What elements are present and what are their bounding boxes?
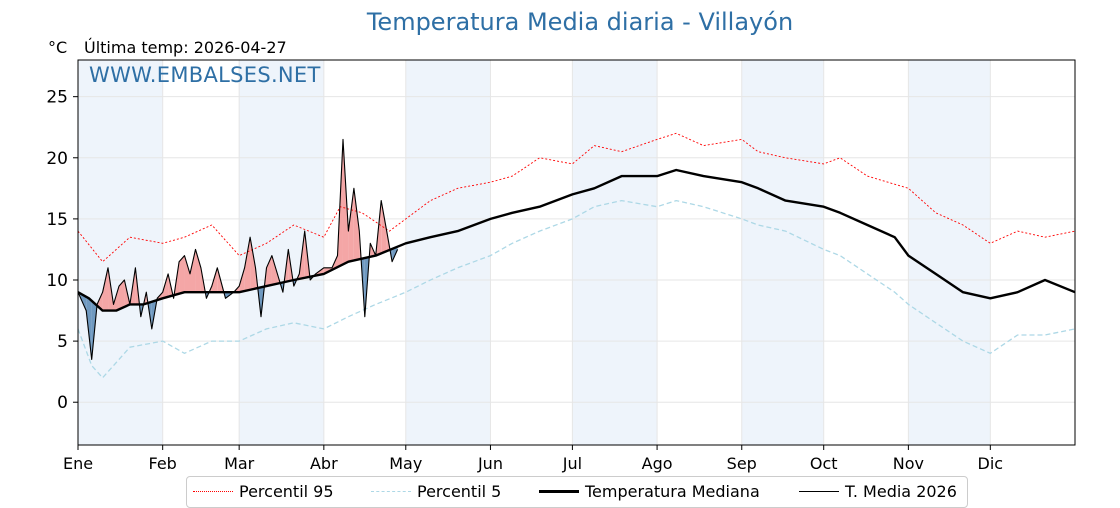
x-tick-label-dic: Dic [978, 454, 1004, 473]
month-band-may [406, 60, 491, 445]
x-tick-label-jul: Jul [562, 454, 582, 473]
x-tick-label-ene: Ene [63, 454, 93, 473]
legend-swatch-current [799, 491, 839, 492]
chart-title: Temperatura Media diaria - Villayón [0, 8, 1120, 36]
y-tick-label-15: 15 [46, 210, 68, 230]
x-tick-label-mar: Mar [224, 454, 255, 473]
last-temp-label: Última temp: [84, 38, 189, 57]
y-tick-label-10: 10 [46, 271, 68, 291]
x-tick-label-sep: Sep [727, 454, 757, 473]
x-tick-label-oct: Oct [810, 454, 838, 473]
y-axis-ticks: 0 5 10 15 20 25 [46, 88, 78, 414]
y-tick-label-5: 5 [57, 332, 68, 352]
y-tick-label-20: 20 [46, 149, 68, 169]
chart-legend: Percentil 95 Percentil 5 Temperatura Med… [186, 476, 968, 508]
x-tick-label-nov: Nov [893, 454, 924, 473]
watermark-text: WWW.EMBALSES.NET [89, 63, 321, 87]
month-bands [78, 60, 990, 445]
month-band-ene [78, 60, 163, 445]
month-band-sep [742, 60, 824, 445]
x-tick-label-jun: Jun [477, 454, 503, 473]
legend-swatch-p5 [371, 491, 411, 492]
deviation-fill-22 [195, 249, 200, 292]
y-tick-label-25: 25 [46, 88, 68, 108]
month-band-nov [908, 60, 990, 445]
last-temp-date: 2026-04-27 [194, 38, 287, 57]
legend-swatch-p95 [193, 491, 233, 492]
y-unit-label: °C [48, 38, 67, 57]
x-axis-ticks: Ene Feb Mar Abr May Jun Jul Ago Sep Oct Nov Dic [63, 445, 1003, 473]
x-tick-label-feb: Feb [149, 454, 177, 473]
deviation-fill-20 [185, 256, 190, 293]
y-tick-label-0: 0 [57, 393, 68, 413]
month-band-jul [572, 60, 657, 445]
last-temp-info: Última temp: 2026-04-27 [84, 38, 287, 57]
legend-swatch-median [539, 490, 579, 493]
x-tick-label-may: May [389, 454, 422, 473]
x-tick-label-ago: Ago [642, 454, 673, 473]
x-tick-label-abr: Abr [310, 454, 338, 473]
